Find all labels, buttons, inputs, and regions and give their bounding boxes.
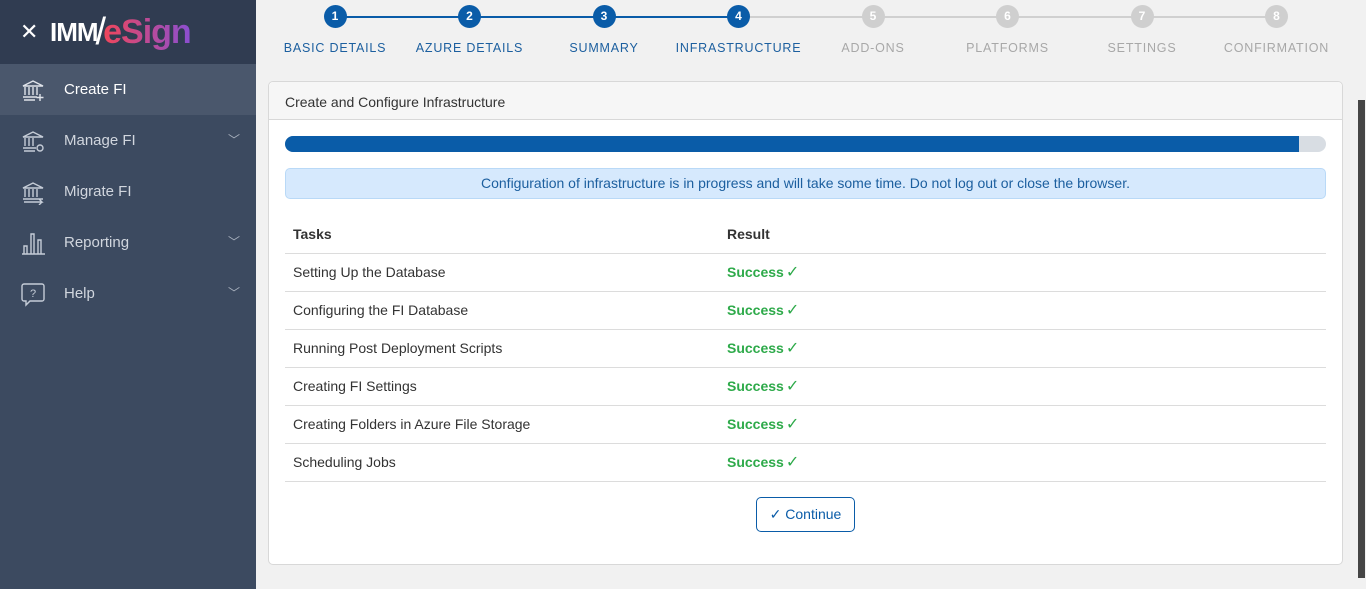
step-connector xyxy=(469,16,604,18)
step-connector xyxy=(604,16,739,18)
chevron-down-icon[interactable]: ﹀ xyxy=(227,286,240,300)
task-name: Configuring the FI Database xyxy=(285,291,719,330)
sidebar-item-label: Help xyxy=(64,285,95,302)
step-label: CONFIRMATION xyxy=(1223,41,1330,55)
sidebar-item-label: Manage FI xyxy=(64,132,136,149)
wizard-steps: 1 BASIC DETAILS 2 AZURE DETAILS 3 SUMMARY 4 INF… xyxy=(256,0,1356,70)
svg-text:?: ? xyxy=(30,288,36,300)
sidebar-item-reporting[interactable]: Reporting ﹀ xyxy=(0,217,256,268)
help-bubble-icon: ? xyxy=(21,282,45,307)
check-icon: ✓ xyxy=(785,340,800,357)
bank-arrow-icon xyxy=(22,181,44,205)
table-row: Creating Folders in Azure File Storage Su… xyxy=(285,405,1326,444)
step-number: 6 xyxy=(996,5,1019,28)
step-label: PLATFORMS xyxy=(966,41,1049,55)
step-number: 4 xyxy=(727,5,750,28)
infrastructure-card: Create and Configure Infrastructure Conf… xyxy=(268,81,1343,565)
task-result: Success ✓ xyxy=(719,405,1326,444)
step-number: 5 xyxy=(861,5,885,28)
step-number: 1 xyxy=(323,5,347,28)
step-label: ADD-ONS xyxy=(841,41,905,55)
step-number: 8 xyxy=(1265,5,1288,28)
step-connector xyxy=(738,16,873,18)
sidebar-item-label: Migrate FI xyxy=(64,183,132,200)
step-number: 7 xyxy=(1130,5,1154,28)
step-confirmation[interactable]: 8 CONFIRMATION xyxy=(1210,5,1344,55)
result-status: Success xyxy=(727,416,784,432)
step-label: SUMMARY xyxy=(569,41,639,55)
table-row: Scheduling Jobs Success ✓ xyxy=(285,443,1326,482)
step-add-ons[interactable]: 5 ADD-ONS xyxy=(806,5,940,55)
step-label: INFRASTRUCTURE xyxy=(675,41,802,55)
sidebar-item-manage-fi[interactable]: Manage FI ﹀ xyxy=(0,115,256,166)
result-status: Success xyxy=(727,264,784,280)
task-name: Creating FI Settings xyxy=(285,367,719,406)
task-name: Setting Up the Database xyxy=(285,253,719,292)
table-row: Setting Up the Database Success ✓ xyxy=(285,253,1326,292)
check-icon: ✓ xyxy=(785,302,800,319)
step-label: AZURE DETAILS xyxy=(415,41,524,55)
task-name: Running Post Deployment Scripts xyxy=(285,329,719,368)
column-header-result: Result xyxy=(719,215,1326,254)
check-icon: ✓ xyxy=(785,416,800,433)
task-name: Scheduling Jobs xyxy=(285,443,719,482)
sidebar-item-create-fi[interactable]: Create FI xyxy=(0,64,256,115)
table-row: Configuring the FI Database Success ✓ xyxy=(285,291,1326,330)
tasks-table: Tasks Result Setting Up the Database Succ… xyxy=(285,215,1326,482)
task-result: Success ✓ xyxy=(719,443,1326,482)
task-result: Success ✓ xyxy=(719,329,1326,368)
step-label: SETTINGS xyxy=(1107,41,1177,55)
result-status: Success xyxy=(727,340,784,356)
result-status: Success xyxy=(727,378,784,394)
task-result: Success ✓ xyxy=(719,367,1326,406)
step-summary[interactable]: 3 SUMMARY xyxy=(537,5,671,55)
table-row: Creating FI Settings Success ✓ xyxy=(285,367,1326,406)
step-infrastructure[interactable]: 4 INFRASTRUCTURE xyxy=(672,5,806,55)
step-connector xyxy=(1142,16,1277,18)
chevron-down-icon[interactable]: ﹀ xyxy=(227,235,240,249)
progress-bar xyxy=(285,136,1326,152)
main-content: 1 BASIC DETAILS 2 AZURE DETAILS 3 SUMMARY 4 INF… xyxy=(256,0,1356,589)
chevron-down-icon[interactable]: ﹀ xyxy=(227,133,240,147)
result-status: Success xyxy=(727,454,784,470)
sidebar: ✕ IMM / eSign Create FI Manage FI ﹀ Migrate F… xyxy=(0,0,256,589)
logo: IMM / eSign xyxy=(50,10,192,53)
task-result: Success ✓ xyxy=(719,291,1326,330)
step-connector xyxy=(335,16,470,18)
close-icon[interactable]: ✕ xyxy=(20,19,39,44)
sidebar-item-migrate-fi[interactable]: Migrate FI xyxy=(0,166,256,217)
sidebar-item-help[interactable]: ? Help ﹀ xyxy=(0,268,256,319)
step-azure-details[interactable]: 2 AZURE DETAILS xyxy=(403,5,537,55)
step-basic-details[interactable]: 1 BASIC DETAILS xyxy=(268,5,402,55)
result-status: Success xyxy=(727,302,784,318)
card-title: Create and Configure Infrastructure xyxy=(269,82,1342,120)
check-icon: ✓ xyxy=(785,378,800,395)
task-name: Creating Folders in Azure File Storage xyxy=(285,405,719,444)
sidebar-item-label: Create FI xyxy=(64,81,127,98)
step-label: BASIC DETAILS xyxy=(283,41,387,55)
check-icon: ✓ xyxy=(769,506,786,522)
step-connector xyxy=(873,16,1008,18)
continue-button[interactable]: ✓ Continue xyxy=(756,497,855,532)
progress-fill xyxy=(285,136,1299,152)
step-number: 2 xyxy=(458,5,481,28)
step-settings[interactable]: 7 SETTINGS xyxy=(1075,5,1209,55)
step-connector xyxy=(1007,16,1142,18)
bank-plus-icon xyxy=(22,79,44,101)
scrollbar[interactable] xyxy=(1356,0,1366,589)
continue-label: Continue xyxy=(785,506,842,522)
brand-bar: ✕ IMM / eSign xyxy=(0,0,256,64)
task-result: Success ✓ xyxy=(719,253,1326,292)
info-notice: Configuration of infrastructure is in pr… xyxy=(285,168,1326,199)
scrollbar-thumb[interactable] xyxy=(1358,100,1365,578)
bar-chart-icon xyxy=(22,232,45,255)
step-platforms[interactable]: 6 PLATFORMS xyxy=(941,5,1075,55)
table-row: Running Post Deployment Scripts Success ✓ xyxy=(285,329,1326,368)
column-header-tasks: Tasks xyxy=(285,215,719,254)
check-icon: ✓ xyxy=(785,264,800,281)
sidebar-item-label: Reporting xyxy=(64,234,130,251)
check-icon: ✓ xyxy=(785,454,800,471)
step-number: 3 xyxy=(592,5,616,28)
bank-gear-icon xyxy=(22,130,44,152)
